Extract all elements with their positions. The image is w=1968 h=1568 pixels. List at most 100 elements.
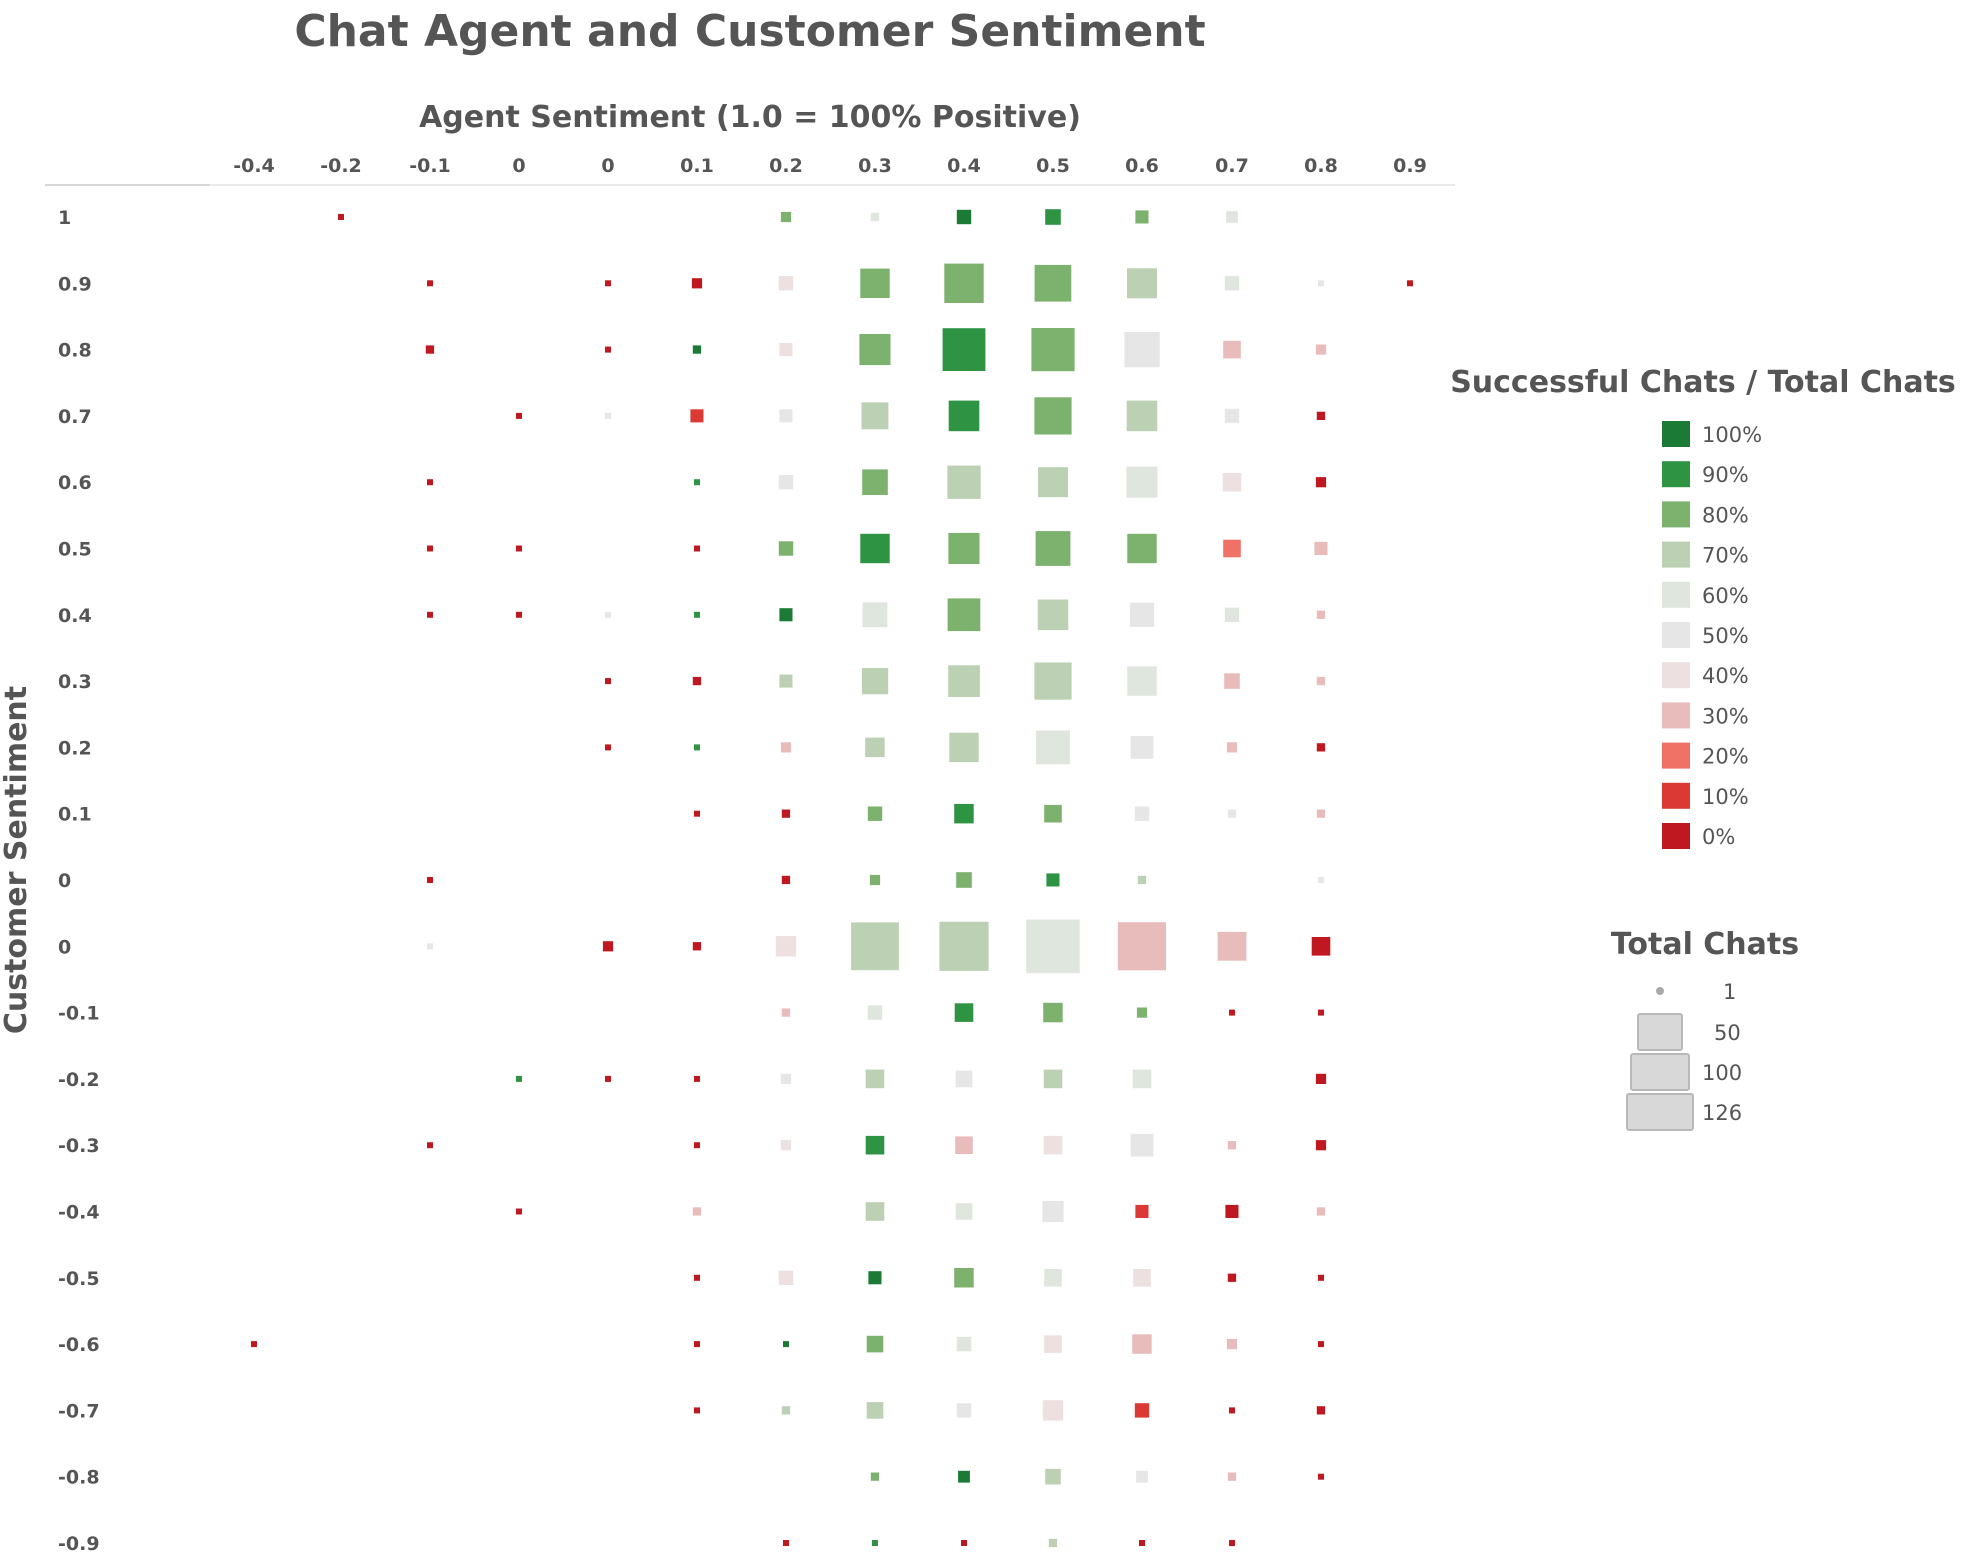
heatmap-cell: [1229, 1009, 1235, 1016]
color-legend-label: 10%: [1702, 785, 1749, 809]
heatmap-cell: [954, 803, 974, 824]
heatmap-cell: [1042, 1200, 1064, 1223]
heatmap-cell: [694, 479, 700, 486]
heatmap-cell: [1117, 922, 1166, 971]
heatmap-cell: [1043, 1135, 1063, 1155]
color-legend-swatch: [1662, 742, 1690, 769]
x-axis-title: Agent Sentiment (1.0 = 100% Positive): [419, 100, 1081, 135]
heatmap-cell: [1224, 408, 1240, 424]
y-tick-label: -0.6: [58, 1334, 100, 1356]
size-legend-mark: [1637, 1013, 1683, 1051]
heatmap-cell: [1136, 1470, 1148, 1483]
heatmap-cell: [866, 1335, 884, 1353]
heatmap-cell: [694, 1341, 700, 1348]
heatmap-cell: [1318, 877, 1324, 883]
x-tick-label: 0.2: [769, 155, 803, 177]
heatmap-cell: [1127, 268, 1157, 299]
heatmap-cell: [1315, 1140, 1327, 1151]
heatmap-cell: [516, 545, 522, 552]
heatmap-cell: [1316, 676, 1326, 686]
heatmap-cell: [1133, 1269, 1151, 1287]
heatmap-cell: [954, 1003, 974, 1022]
y-tick-labels: 1 0.9 0.8 0.7 0.6 0.5 0.4 0.3 0.2 0.1 0 0 -0.1 -0.2 -0…: [58, 207, 100, 1555]
heatmap-cell: [338, 214, 344, 220]
color-legend-swatch: [1662, 501, 1690, 528]
y-tick-label: 0: [58, 936, 71, 958]
size-legend-mark: [1626, 1093, 1694, 1131]
color-legend-label: 60%: [1702, 584, 1749, 608]
heatmap-cell: [1130, 736, 1154, 759]
heatmap-cell: [692, 1207, 702, 1216]
heatmap-cell: [1316, 610, 1326, 619]
heatmap-cell: [1045, 1468, 1061, 1485]
heatmap-cell: [862, 469, 888, 495]
x-tick-label: 0: [512, 155, 525, 177]
heatmap-cell: [1223, 539, 1241, 558]
y-tick-label: 0: [58, 870, 71, 892]
heatmap-cell: [694, 1274, 700, 1281]
heatmap-cell: [427, 479, 433, 486]
color-legend-swatch: [1662, 702, 1690, 729]
heatmap-cell: [1316, 1207, 1326, 1216]
x-tick-label: 0.6: [1125, 155, 1159, 177]
heatmap-cell: [956, 1403, 972, 1418]
heatmap-cell: [865, 1135, 885, 1155]
heatmap-cell: [427, 545, 433, 552]
size-legend-mark: [1630, 1053, 1690, 1091]
heatmap-cell: [1026, 919, 1080, 974]
heatmap-cell: [1134, 806, 1150, 821]
heatmap-cell: [1315, 1073, 1327, 1084]
heatmap-cell: [1127, 533, 1157, 564]
heatmap-cell: [783, 1341, 789, 1348]
heatmap-cell: [516, 1075, 522, 1082]
heatmap-cell: [1126, 466, 1158, 498]
x-tick-label: 0.3: [858, 155, 892, 177]
heatmap-cell: [1035, 531, 1071, 566]
heatmap-cell: [1224, 607, 1240, 622]
heatmap-cell: [1130, 1133, 1154, 1157]
heatmap-cell: [944, 263, 984, 303]
heatmap-cell: [778, 1270, 794, 1285]
heatmap-cell: [956, 872, 972, 888]
color-legend-label: 90%: [1702, 463, 1749, 487]
x-tick-label: 0.8: [1304, 155, 1338, 177]
heatmap-cell: [779, 608, 793, 622]
size-legend-mark: [1656, 987, 1664, 995]
heatmap-cell: [605, 678, 611, 685]
heatmap-cell: [1132, 1334, 1152, 1354]
heatmap-cell: [692, 676, 702, 686]
heatmap-cell: [861, 402, 889, 430]
heatmap-cell: [1311, 937, 1331, 956]
heatmap-cell: [690, 409, 704, 423]
heatmap-cell: [862, 602, 888, 628]
size-legend-label: 50: [1714, 1021, 1741, 1045]
heatmap-cell: [867, 1005, 883, 1020]
heatmap-cell: [775, 936, 797, 957]
heatmap-cell: [947, 465, 981, 499]
chart-title: Chat Agent and Customer Sentiment: [294, 6, 1205, 57]
heatmap-cell: [1037, 599, 1069, 631]
heatmap-cell: [781, 809, 791, 818]
color-legend-swatch: [1662, 823, 1690, 849]
heatmap-cell: [1136, 1007, 1148, 1018]
heatmap-cell: [1044, 804, 1062, 823]
heatmap-cell: [1135, 1204, 1149, 1218]
heatmap-cell: [1226, 211, 1238, 223]
heatmap-cell: [694, 611, 700, 618]
heatmap-cell: [955, 1070, 973, 1088]
heatmap-cell: [694, 810, 700, 817]
heatmap-cell: [694, 1142, 700, 1149]
y-tick-label: -0.1: [58, 1003, 100, 1025]
heatmap-cell: [1316, 1406, 1326, 1415]
heatmap-cell: [783, 1540, 789, 1546]
heatmap-cell: [865, 1202, 885, 1221]
heatmap-cell: [954, 1268, 974, 1288]
heatmap-cell: [779, 343, 793, 357]
heatmap-cell: [1224, 276, 1240, 291]
y-tick-label: -0.2: [58, 1069, 100, 1091]
heatmap-cell: [1226, 742, 1238, 753]
heatmap-cell: [947, 598, 981, 632]
x-tick-labels: -0.4 -0.2 -0.1 0 0 0.1 0.2 0.3 0.4 0.5 0.6 0.7 0.8 0.…: [233, 155, 1427, 177]
size-legend: 1 50 100 126: [1626, 980, 1742, 1131]
